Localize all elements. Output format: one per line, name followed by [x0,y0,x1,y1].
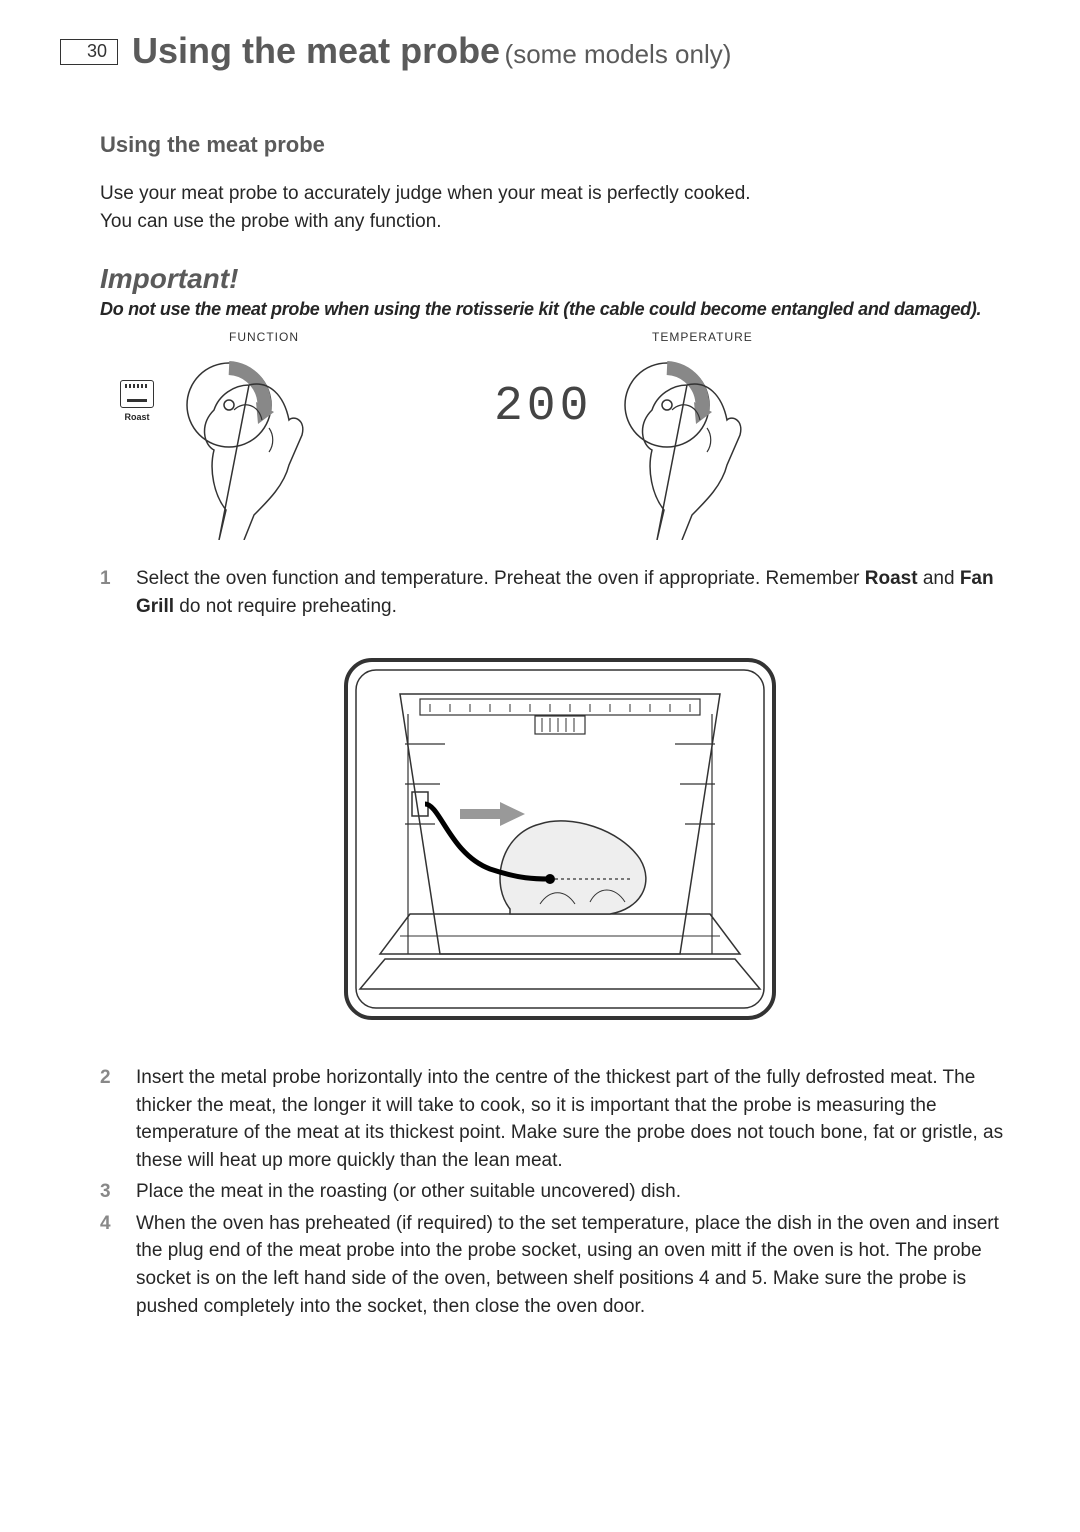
step-number: 1 [100,565,116,620]
page-title-wrap: Using the meat probe (some models only) [132,30,731,72]
oven-interior-figure [100,654,1020,1024]
page-subtitle: (some models only) [505,39,732,69]
page-number: 30 [87,41,107,61]
hand-turning-dial-icon [174,350,354,540]
intro-line-1: Use your meat probe to accurately judge … [100,183,751,204]
steps-before-figure: 1 Select the oven function and temperatur… [100,565,1020,620]
step-text: and [918,568,960,589]
hand-turning-dial-icon [612,350,792,540]
temperature-dial-group: 200 TEMPERATURE [494,330,792,545]
step-text: Select the oven function and temperature… [136,568,865,589]
step-text: Insert the metal probe horizontally into… [136,1067,1003,1171]
oven-interior-icon [340,654,780,1024]
page-number-box: 30 [60,39,118,65]
important-warning-text: Do not use the meat probe when using the… [100,299,1020,320]
content-area: Using the meat probe Use your meat probe… [60,132,1020,1320]
intro-line-2: You can use the probe with any function. [100,211,442,232]
step-number: 3 [100,1178,116,1206]
intro-text: Use your meat probe to accurately judge … [100,180,1020,235]
roast-icon: Roast [120,380,154,422]
step-body: Insert the metal probe horizontally into… [136,1064,1020,1174]
important-heading: Important! [100,263,1020,295]
step-text: Roast [865,568,918,589]
dials-illustration-row: Roast FUNCTION 200 TEMPERATUR [100,330,1020,545]
function-hand-dial: FUNCTION [174,330,354,545]
page-title: Using the meat probe [132,30,500,71]
section-heading: Using the meat probe [100,132,1020,158]
instruction-step: 3 Place the meat in the roasting (or othe… [100,1178,1020,1206]
temperature-hand-dial: TEMPERATURE [612,330,792,545]
instruction-step: 2Insert the metal probe horizontally int… [100,1064,1020,1174]
step-text: When the oven has preheated (if required… [136,1213,999,1317]
step-text: do not require preheating. [174,596,397,617]
step-number: 4 [100,1210,116,1320]
function-label: FUNCTION [174,330,354,344]
temperature-label: TEMPERATURE [612,330,792,344]
step-text: Place the meat in the roasting (or other… [136,1181,681,1202]
instruction-step: 1 Select the oven function and temperatur… [100,565,1020,620]
temperature-display: 200 [494,380,592,434]
step-number: 2 [100,1064,116,1174]
function-dial-group: Roast FUNCTION [120,330,354,545]
page-header: 30 Using the meat probe (some models onl… [60,30,1020,72]
roast-icon-label: Roast [124,412,149,422]
step-body: Select the oven function and temperature… [136,565,1020,620]
instruction-step: 4When the oven has preheated (if require… [100,1210,1020,1320]
steps-after-figure: 2Insert the metal probe horizontally int… [100,1064,1020,1320]
step-body: Place the meat in the roasting (or other… [136,1178,1020,1206]
step-body: When the oven has preheated (if required… [136,1210,1020,1320]
roast-icon-box [120,380,154,408]
